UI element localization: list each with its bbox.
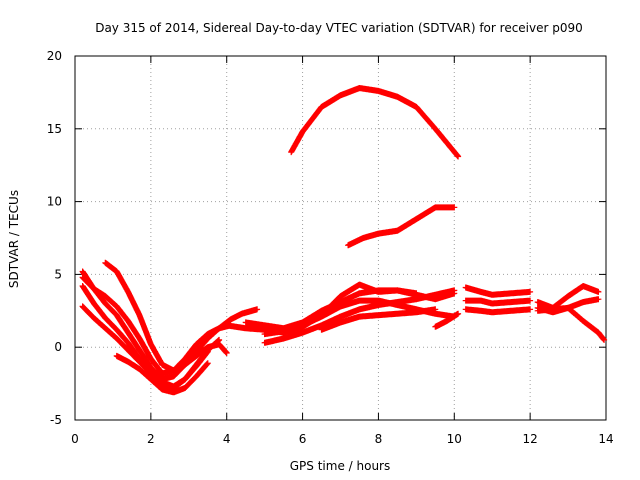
series-track-12 bbox=[432, 310, 462, 330]
data-points bbox=[102, 259, 230, 374]
axis-ticks: 0 2 4 6 8 10 12 14 -5 0 5 10 15 20 bbox=[47, 49, 614, 446]
series-track-11 bbox=[318, 306, 439, 333]
y-tick-label: 10 bbox=[47, 195, 62, 209]
x-tick-label: 6 bbox=[299, 432, 307, 446]
data-points bbox=[288, 85, 462, 160]
y-tick-label: 0 bbox=[54, 340, 62, 354]
y-tick-label: 5 bbox=[54, 267, 62, 281]
data-points bbox=[113, 352, 211, 396]
x-axis-label: GPS time / hours bbox=[290, 459, 391, 473]
data-series bbox=[79, 85, 608, 396]
data-points bbox=[462, 284, 534, 298]
data-points bbox=[79, 303, 211, 390]
series-track-6 bbox=[113, 352, 211, 396]
x-tick-label: 10 bbox=[447, 432, 462, 446]
series-track-5 bbox=[102, 259, 230, 374]
data-points bbox=[462, 297, 534, 307]
series-track-15 bbox=[462, 284, 534, 298]
series-track-2 bbox=[79, 274, 234, 377]
series-track-4 bbox=[79, 303, 211, 390]
series-track-13 bbox=[288, 85, 462, 160]
y-axis-label: SDTVAR / TECUs bbox=[7, 190, 21, 288]
y-tick-label: -5 bbox=[50, 413, 62, 427]
data-points bbox=[261, 297, 458, 338]
x-tick-label: 0 bbox=[71, 432, 79, 446]
series-track-14 bbox=[345, 204, 458, 249]
chart-title: Day 315 of 2014, Sidereal Day-to-day VTE… bbox=[95, 21, 583, 35]
grid-lines bbox=[75, 56, 606, 420]
series-track-16 bbox=[462, 297, 534, 307]
x-tick-label: 12 bbox=[523, 432, 538, 446]
series-track-10 bbox=[261, 297, 458, 338]
x-tick-label: 8 bbox=[375, 432, 383, 446]
data-points bbox=[345, 204, 458, 249]
data-points bbox=[432, 310, 462, 330]
data-points bbox=[462, 306, 534, 316]
plot-frame bbox=[74, 55, 607, 421]
series-track-17 bbox=[462, 306, 534, 316]
y-tick-label: 20 bbox=[47, 49, 62, 63]
data-points bbox=[79, 274, 234, 377]
x-tick-label: 14 bbox=[598, 432, 613, 446]
y-tick-label: 15 bbox=[47, 122, 62, 136]
series-track-20 bbox=[534, 304, 608, 343]
x-tick-label: 4 bbox=[223, 432, 231, 446]
data-points bbox=[534, 304, 608, 343]
data-points bbox=[318, 306, 439, 333]
x-tick-label: 2 bbox=[147, 432, 155, 446]
